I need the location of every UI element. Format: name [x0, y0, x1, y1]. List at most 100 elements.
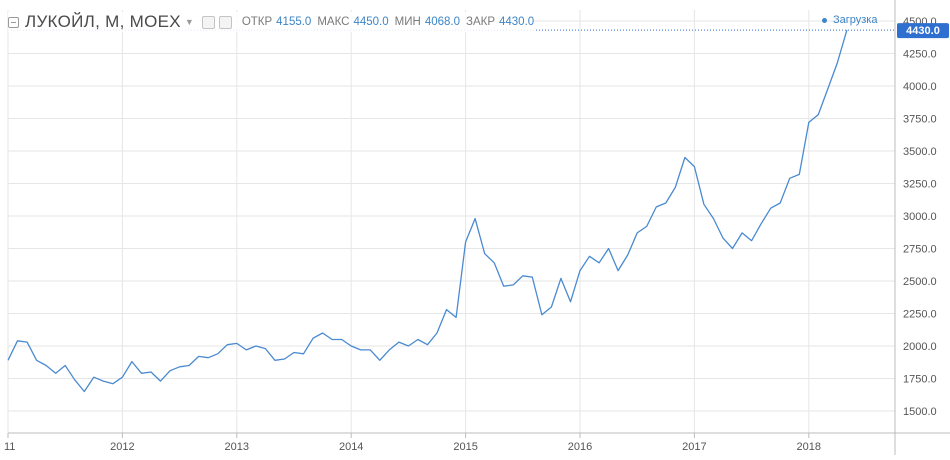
data-point [455, 316, 458, 319]
data-point [779, 202, 782, 205]
last-price-label: 4430.0 [906, 25, 940, 37]
data-point [140, 372, 143, 375]
data-point [235, 342, 238, 345]
data-point [579, 269, 582, 272]
data-point [159, 380, 162, 383]
y-tick-label: 3000.0 [903, 211, 937, 223]
data-point [245, 348, 248, 351]
data-point [293, 351, 296, 354]
data-point [340, 338, 343, 341]
data-point [16, 339, 19, 342]
data-point [436, 332, 439, 335]
data-point [693, 165, 696, 168]
x-tick-label: 2015 [453, 441, 477, 453]
data-point [741, 231, 744, 234]
data-point [607, 247, 610, 250]
data-point [550, 306, 553, 309]
data-point [798, 173, 801, 176]
data-point [512, 283, 515, 286]
compare-button[interactable] [201, 15, 215, 29]
chevron-down-icon[interactable]: ▼ [184, 17, 194, 27]
y-tick-label: 2500.0 [903, 276, 937, 288]
data-point [817, 113, 820, 116]
data-point [788, 177, 791, 180]
data-point [178, 365, 181, 368]
data-point [207, 356, 210, 359]
data-point [35, 359, 38, 362]
x-tick-label: 2013 [225, 441, 249, 453]
last-price-tag [897, 23, 949, 39]
data-point [321, 332, 324, 335]
close-label: ЗАКР [466, 16, 495, 28]
data-point [807, 121, 810, 124]
data-point [483, 252, 486, 255]
data-point [731, 247, 734, 250]
data-point [83, 390, 86, 393]
data-point [407, 345, 410, 348]
data-point [426, 343, 429, 346]
data-point [102, 380, 105, 383]
y-tick-label: 3250.0 [903, 179, 937, 191]
data-point [626, 254, 629, 257]
symbol-title[interactable]: ЛУКОЙЛ, М, MOEX [25, 12, 181, 31]
close-value: 4430.0 [499, 16, 535, 28]
y-tick-label: 2000.0 [903, 341, 937, 353]
data-point [645, 225, 648, 228]
high-label: МАКС [317, 16, 350, 28]
data-point [636, 231, 639, 234]
loading-dot-icon [822, 17, 827, 23]
y-tick-label: 1750.0 [903, 374, 937, 386]
data-point [836, 61, 839, 64]
data-point [531, 276, 534, 279]
settings-button[interactable] [218, 15, 232, 29]
data-point [169, 369, 172, 372]
data-point [312, 337, 315, 340]
open-value: 4155.0 [276, 16, 312, 28]
collapse-icon[interactable] [8, 16, 19, 28]
y-tick-label: 4250.0 [903, 49, 937, 61]
low-value: 4068.0 [424, 16, 460, 28]
data-point [445, 308, 448, 311]
high-value: 4450.0 [353, 16, 389, 28]
data-point [760, 222, 763, 225]
price-series-line[interactable] [7, 29, 848, 393]
data-point [45, 364, 48, 367]
y-tick-label: 3750.0 [903, 114, 937, 126]
data-point [683, 156, 686, 159]
data-point [617, 269, 620, 272]
data-point [464, 241, 467, 244]
x-tick-label: 11 [4, 441, 15, 453]
x-tick-label: 2017 [682, 441, 706, 453]
data-point [254, 345, 257, 348]
data-point [722, 237, 725, 240]
data-point [702, 203, 705, 206]
y-tick-label: 2250.0 [903, 309, 937, 321]
data-point [359, 348, 362, 351]
data-point [302, 352, 305, 355]
data-point [216, 352, 219, 355]
data-point [569, 300, 572, 303]
data-point [73, 378, 76, 381]
data-point [598, 261, 601, 264]
y-tick-label: 1500.0 [903, 406, 937, 418]
data-point [712, 217, 715, 220]
data-point [130, 360, 133, 363]
data-point [331, 338, 334, 341]
axes: 1500.0 1750.0 2000.0 2250.0 2500.0 2750.0 3000… [4, 0, 950, 455]
data-point [540, 313, 543, 316]
data-point [92, 376, 95, 379]
data-point [388, 348, 391, 351]
data-point [397, 341, 400, 344]
data-point [26, 341, 29, 344]
x-tick-label: 2016 [568, 441, 592, 453]
data-point [264, 347, 267, 350]
data-point [378, 359, 381, 362]
loading-indicator: Загрузка [822, 14, 877, 26]
x-tick-label: 2014 [339, 441, 363, 453]
series-layer [7, 29, 848, 393]
chart-header: ЛУКОЙЛ, М, MOEX ▼ ОТКР 4155.0 МАКС 4450.… [8, 12, 535, 32]
data-point [559, 277, 562, 280]
data-point [111, 382, 114, 385]
